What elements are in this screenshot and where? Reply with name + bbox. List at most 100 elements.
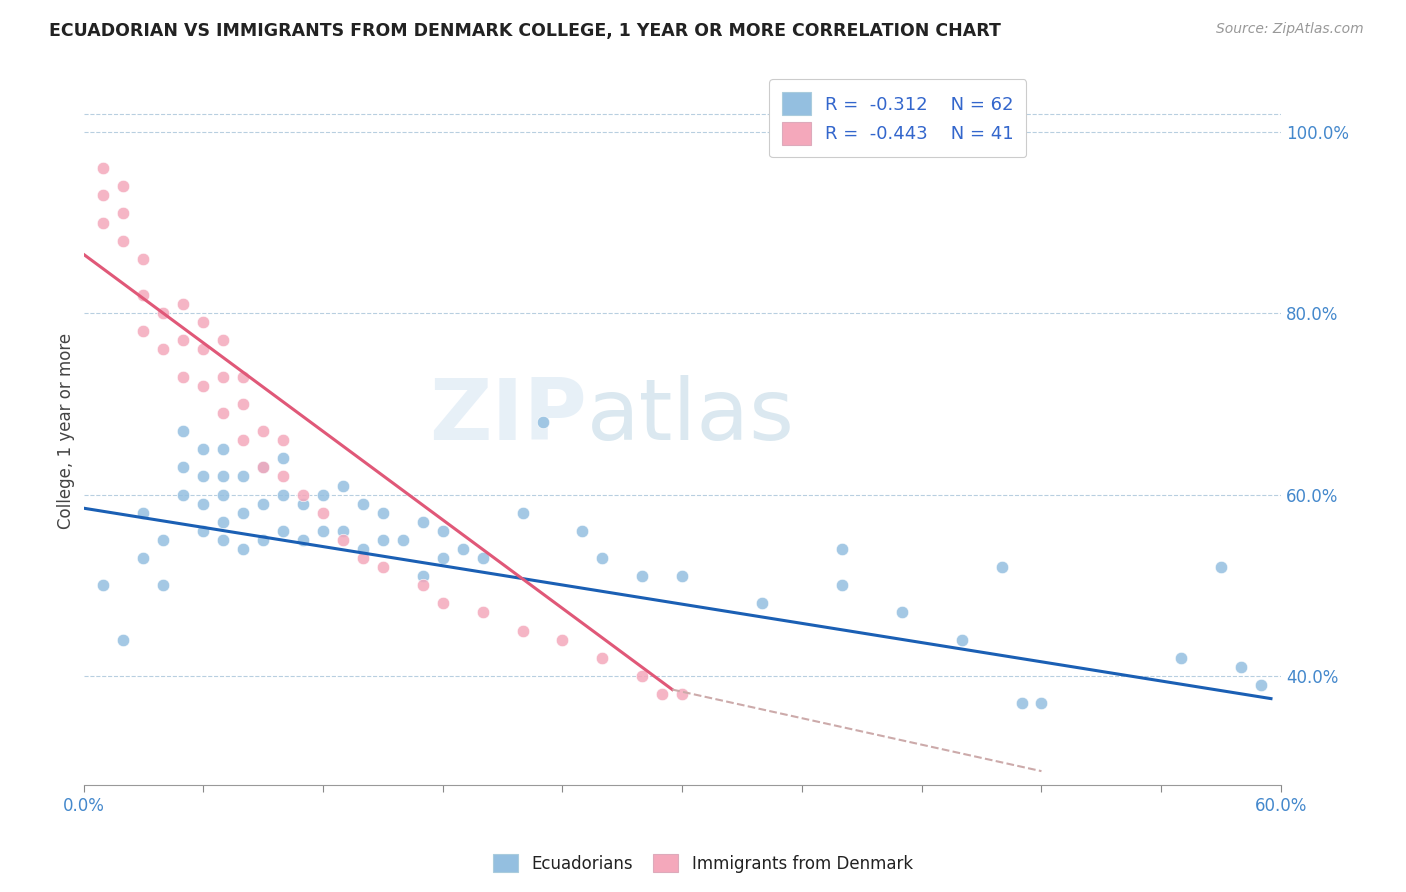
Point [471, 551, 494, 566]
Legend: Ecuadorians, Immigrants from Denmark: Ecuadorians, Immigrants from Denmark [486, 847, 920, 880]
Point [112, 234, 135, 248]
Point [1170, 650, 1192, 665]
Point [432, 524, 454, 538]
Point [132, 551, 155, 566]
Point [193, 315, 215, 329]
Point [232, 397, 254, 411]
Point [371, 533, 394, 547]
Point [412, 578, 434, 592]
Point [193, 378, 215, 392]
Point [112, 632, 135, 647]
Point [232, 541, 254, 556]
Point [631, 669, 654, 683]
Point [412, 569, 434, 583]
Point [531, 415, 554, 429]
Point [232, 506, 254, 520]
Point [93, 188, 115, 202]
Point [93, 161, 115, 175]
Point [193, 343, 215, 357]
Point [312, 487, 335, 501]
Point [252, 497, 274, 511]
Point [332, 478, 354, 492]
Point [212, 533, 235, 547]
Point [371, 506, 394, 520]
Point [212, 406, 235, 420]
Point [831, 541, 853, 556]
Legend: R =  -0.312    N = 62, R =  -0.443    N = 41: R = -0.312 N = 62, R = -0.443 N = 41 [769, 79, 1026, 157]
Point [352, 497, 374, 511]
Text: atlas: atlas [586, 376, 794, 458]
Point [252, 460, 274, 475]
Point [591, 650, 613, 665]
Point [751, 596, 773, 610]
Text: Source: ZipAtlas.com: Source: ZipAtlas.com [1216, 22, 1364, 37]
Point [512, 624, 534, 638]
Y-axis label: College, 1 year or more: College, 1 year or more [58, 333, 75, 529]
Point [172, 369, 194, 384]
Point [271, 451, 294, 466]
Point [631, 569, 654, 583]
Point [271, 524, 294, 538]
Text: ZIP: ZIP [429, 376, 586, 458]
Point [671, 569, 693, 583]
Point [132, 252, 155, 266]
Point [312, 506, 335, 520]
Point [1230, 660, 1253, 674]
Point [193, 524, 215, 538]
Point [172, 460, 194, 475]
Point [93, 578, 115, 592]
Point [212, 369, 235, 384]
Point [352, 541, 374, 556]
Point [651, 687, 673, 701]
Point [1011, 696, 1033, 710]
Point [371, 560, 394, 574]
Point [831, 578, 853, 592]
Point [172, 297, 194, 311]
Point [172, 334, 194, 348]
Point [571, 524, 593, 538]
Text: ECUADORIAN VS IMMIGRANTS FROM DENMARK COLLEGE, 1 YEAR OR MORE CORRELATION CHART: ECUADORIAN VS IMMIGRANTS FROM DENMARK CO… [49, 22, 1001, 40]
Point [212, 515, 235, 529]
Point [152, 343, 174, 357]
Point [172, 487, 194, 501]
Point [152, 533, 174, 547]
Point [232, 433, 254, 447]
Point [471, 606, 494, 620]
Point [252, 533, 274, 547]
Point [512, 506, 534, 520]
Point [152, 306, 174, 320]
Point [212, 487, 235, 501]
Point [252, 460, 274, 475]
Point [432, 596, 454, 610]
Point [132, 506, 155, 520]
Point [890, 606, 912, 620]
Point [132, 324, 155, 338]
Point [332, 524, 354, 538]
Point [232, 369, 254, 384]
Point [671, 687, 693, 701]
Point [271, 433, 294, 447]
Point [551, 632, 574, 647]
Point [112, 206, 135, 220]
Point [451, 541, 474, 556]
Point [292, 533, 315, 547]
Point [1250, 678, 1272, 692]
Point [332, 533, 354, 547]
Point [292, 497, 315, 511]
Point [392, 533, 415, 547]
Point [591, 551, 613, 566]
Point [212, 469, 235, 483]
Point [193, 469, 215, 483]
Point [93, 215, 115, 229]
Point [271, 469, 294, 483]
Point [432, 551, 454, 566]
Point [132, 288, 155, 302]
Point [193, 442, 215, 457]
Point [193, 497, 215, 511]
Point [212, 442, 235, 457]
Point [1031, 696, 1053, 710]
Point [312, 524, 335, 538]
Point [412, 515, 434, 529]
Point [292, 487, 315, 501]
Point [1209, 560, 1232, 574]
